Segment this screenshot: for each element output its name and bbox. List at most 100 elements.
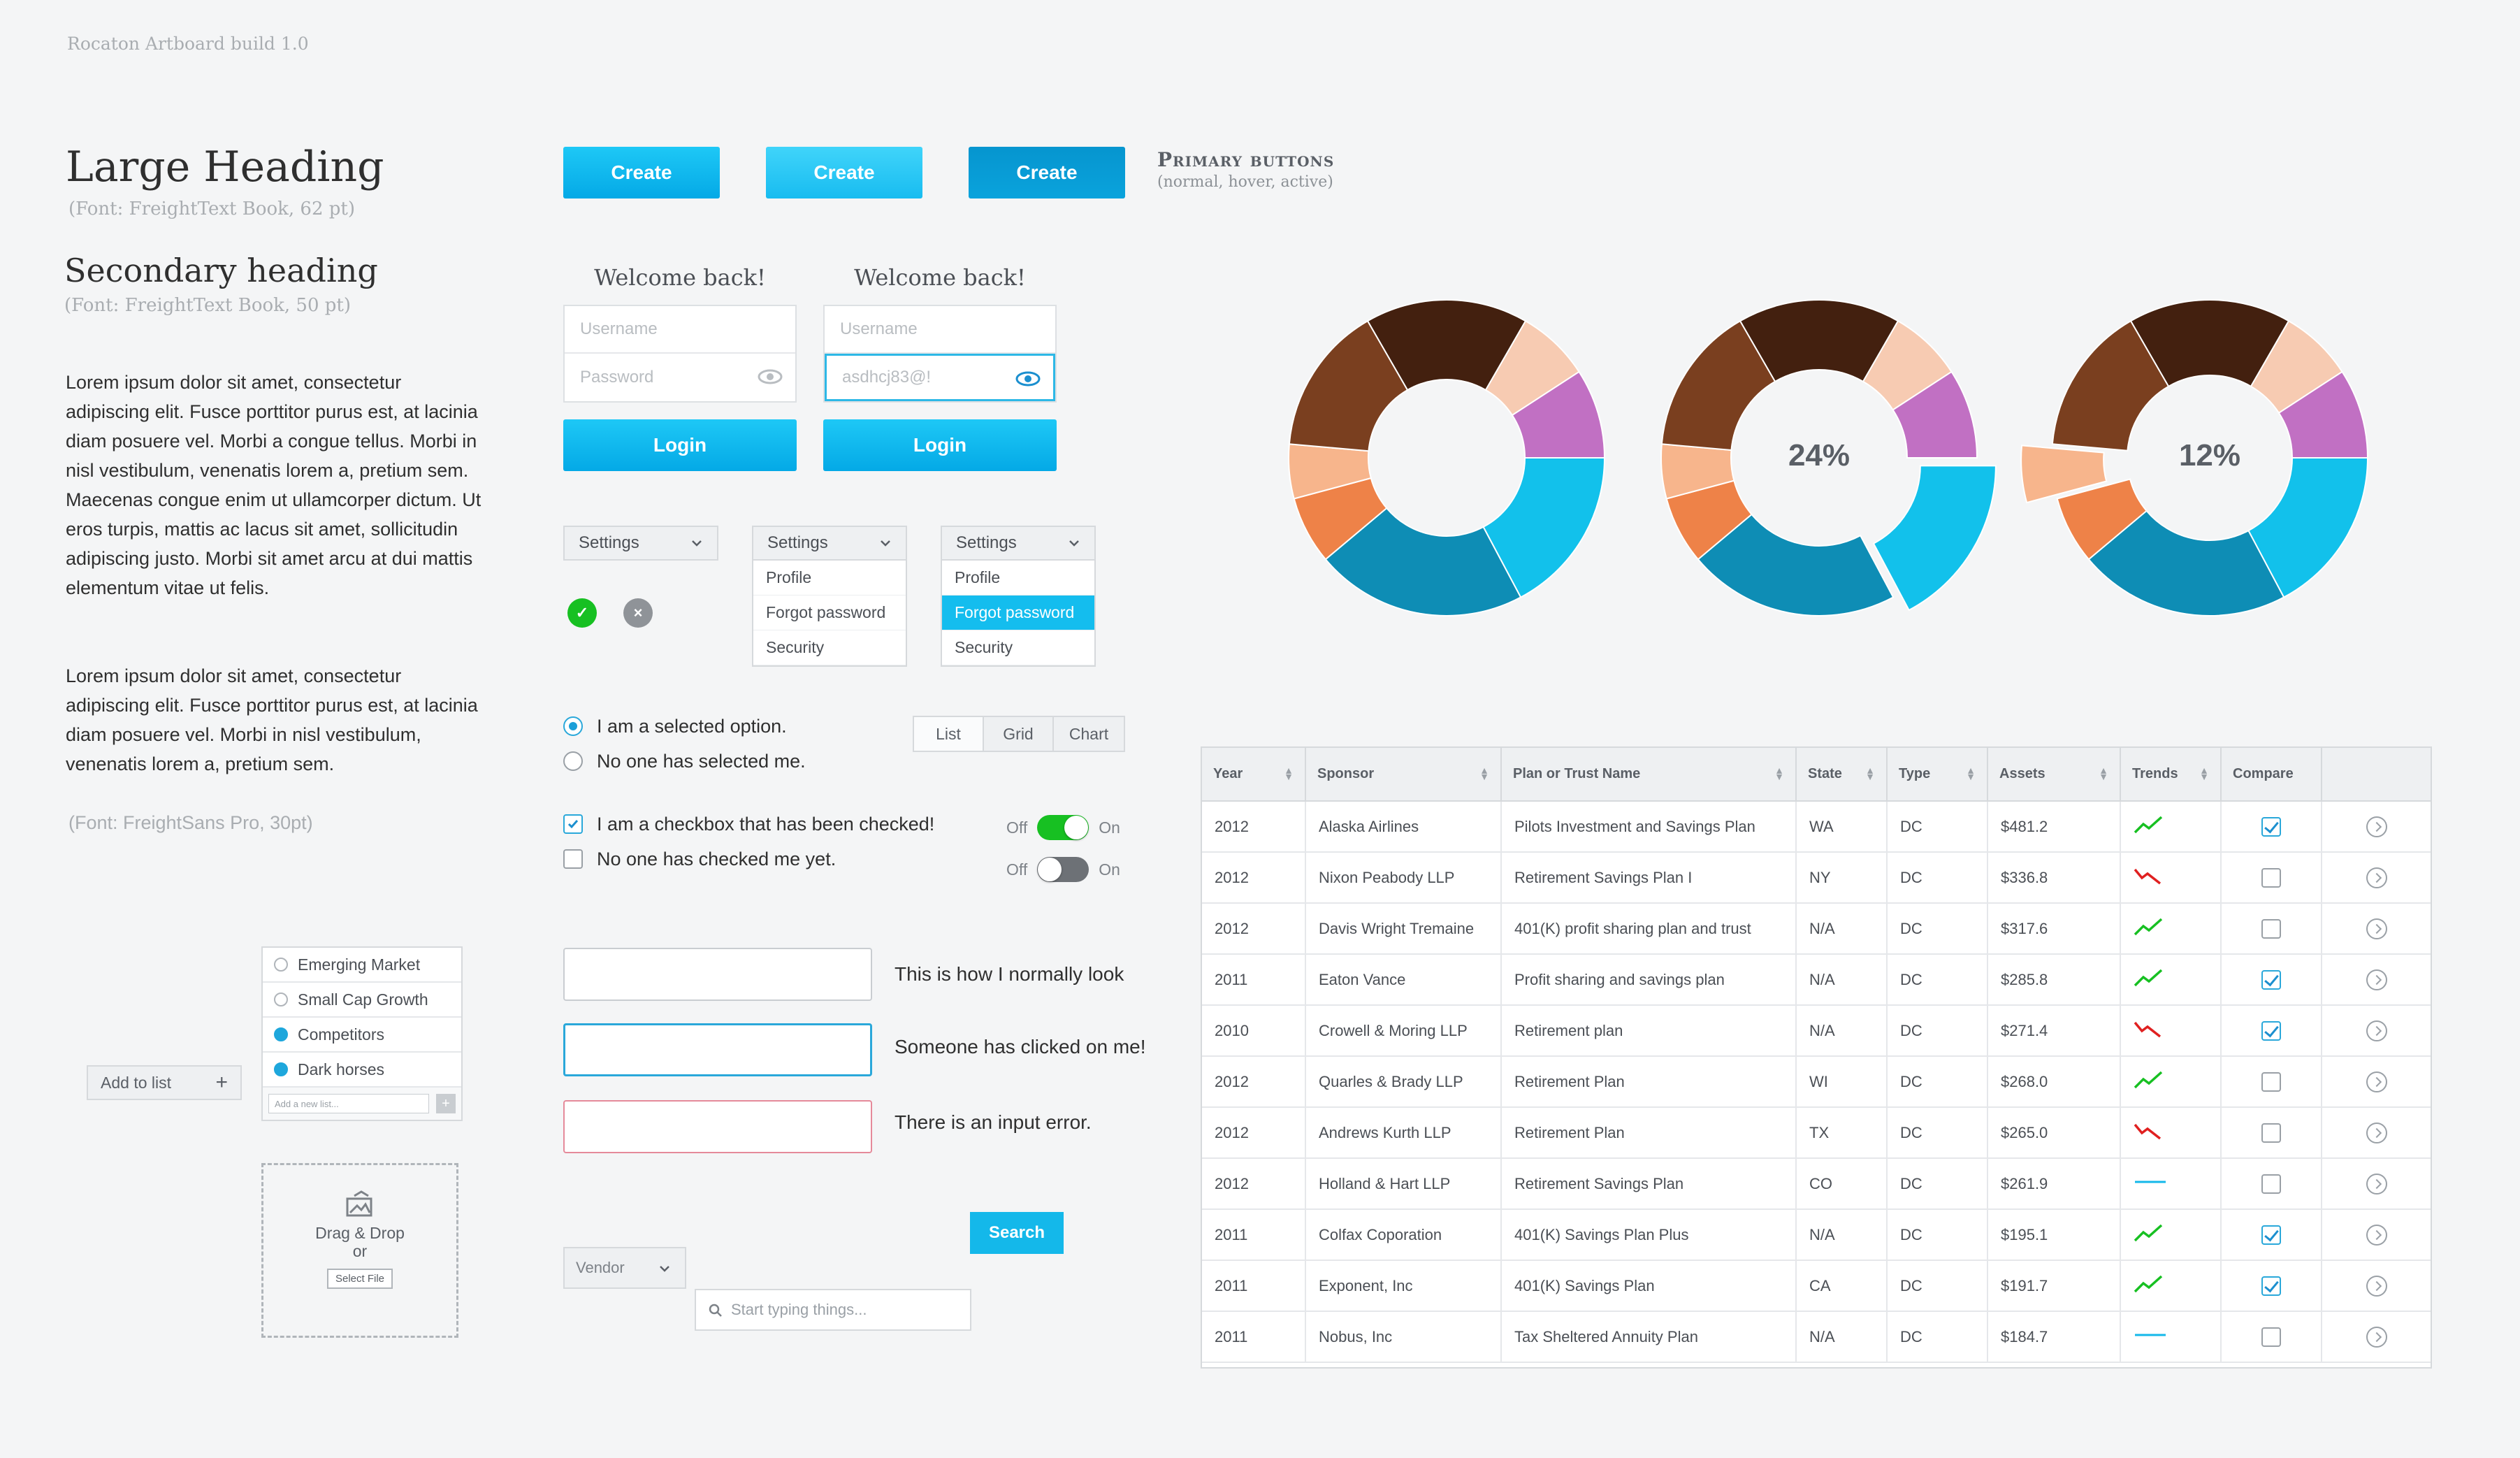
menu-item-profile[interactable]: Profile bbox=[753, 561, 906, 596]
chevron-right-circle-icon[interactable] bbox=[2366, 816, 2387, 837]
compare-checkbox[interactable] bbox=[2261, 867, 2281, 888]
list-toggle[interactable] bbox=[274, 958, 288, 972]
donut-slice-light-orange[interactable] bbox=[2020, 445, 2108, 504]
sort-icon[interactable]: ▲ ▼ bbox=[1966, 765, 1976, 782]
sort-icon[interactable]: ▲ ▼ bbox=[1284, 765, 1294, 782]
settings-dropdown[interactable]: Settings bbox=[752, 526, 907, 561]
menu-item-security[interactable]: Security bbox=[942, 630, 1094, 665]
chevron-right-circle-icon[interactable] bbox=[2366, 1224, 2387, 1246]
chevron-right-circle-icon[interactable] bbox=[2366, 1326, 2387, 1348]
donut-slice-teal[interactable] bbox=[1324, 507, 1522, 616]
table-row[interactable]: 2012 Davis Wright Tremaine 401(K) profit s… bbox=[1202, 903, 2431, 955]
select-file-button[interactable]: Select File bbox=[326, 1269, 393, 1289]
radio-selected[interactable] bbox=[563, 716, 583, 736]
file-dropzone[interactable]: Drag & Drop or Select File bbox=[261, 1163, 458, 1338]
checkbox-checked[interactable] bbox=[563, 814, 583, 834]
compare-checkbox[interactable] bbox=[2261, 1327, 2281, 1347]
search-input[interactable]: Start typing things... bbox=[695, 1289, 971, 1331]
sort-icon[interactable]: ▲ ▼ bbox=[1865, 765, 1875, 782]
compare-checkbox[interactable] bbox=[2261, 969, 2281, 990]
donut-slice-brown[interactable] bbox=[2051, 319, 2170, 452]
radio-option[interactable]: No one has selected me. bbox=[563, 744, 806, 779]
checkbox-option[interactable]: No one has checked me yet. bbox=[563, 842, 934, 876]
compare-checkbox[interactable] bbox=[2261, 1174, 2281, 1194]
tab-chart[interactable]: Chart bbox=[1069, 724, 1109, 743]
sort-icon[interactable]: ▲ ▼ bbox=[1774, 765, 1784, 782]
text-input-normal[interactable] bbox=[563, 948, 872, 1001]
compare-checkbox[interactable] bbox=[2261, 1225, 2281, 1245]
table-row[interactable]: 2012 Quarles & Brady LLP Retirement Plan WI… bbox=[1202, 1056, 2431, 1108]
donut-slice-purple[interactable] bbox=[1892, 370, 1978, 459]
list-toggle[interactable] bbox=[274, 1027, 288, 1041]
compare-checkbox[interactable] bbox=[2261, 1276, 2281, 1296]
menu-item-forgot-password[interactable]: Forgot password bbox=[942, 596, 1094, 630]
table-row[interactable]: 2012 Nixon Peabody LLP Retirement Savings … bbox=[1202, 852, 2431, 904]
donut-slice-teal[interactable] bbox=[1697, 513, 1895, 616]
sort-icon[interactable]: ▲ ▼ bbox=[2099, 765, 2108, 782]
tab-grid[interactable]: Grid bbox=[984, 717, 1054, 751]
create-button-active[interactable]: Create bbox=[969, 147, 1125, 199]
toggle-switch-on[interactable] bbox=[1037, 815, 1089, 840]
sort-icon[interactable]: ▲ ▼ bbox=[2199, 765, 2209, 782]
table-row[interactable]: 2012 Andrews Kurth LLP Retirement Plan TX DC… bbox=[1202, 1107, 2431, 1159]
list-toggle[interactable] bbox=[274, 1062, 288, 1076]
table-row[interactable]: 2011 Colfax Coporation 401(K) Savings Plan… bbox=[1202, 1209, 2431, 1261]
chevron-right-circle-icon[interactable] bbox=[2366, 1020, 2387, 1041]
username-field[interactable]: Username bbox=[825, 306, 1055, 354]
tab-list[interactable]: List bbox=[914, 717, 984, 751]
chevron-right-circle-icon[interactable] bbox=[2366, 969, 2387, 990]
menu-item-security[interactable]: Security bbox=[753, 630, 906, 665]
compare-checkbox[interactable] bbox=[2261, 918, 2281, 939]
list-toggle[interactable] bbox=[274, 993, 288, 1006]
chevron-right-circle-icon[interactable] bbox=[2366, 1071, 2387, 1092]
table-row[interactable]: 2010 Crowell & Moring LLP Retirement plan N… bbox=[1202, 1005, 2431, 1057]
column-header-trends[interactable]: Trends ▲ ▼ bbox=[2120, 748, 2222, 802]
settings-dropdown[interactable]: Settings bbox=[941, 526, 1096, 561]
toggle-switch-off[interactable] bbox=[1037, 857, 1089, 882]
chevron-right-circle-icon[interactable] bbox=[2366, 867, 2387, 888]
login-button[interactable]: Login bbox=[563, 419, 797, 471]
donut-slice-dark-brown[interactable] bbox=[1366, 299, 1527, 391]
menu-item-profile[interactable]: Profile bbox=[942, 561, 1094, 596]
table-row[interactable]: 2011 Eaton Vance Profit sharing and saving… bbox=[1202, 954, 2431, 1006]
login-button[interactable]: Login bbox=[823, 419, 1057, 471]
password-field[interactable]: Password bbox=[565, 354, 795, 401]
password-field[interactable]: asdhcj83@! bbox=[825, 354, 1055, 401]
sort-icon[interactable]: ▲ ▼ bbox=[1479, 765, 1489, 782]
radio-option[interactable]: I am a selected option. bbox=[563, 709, 806, 744]
chevron-right-circle-icon[interactable] bbox=[2366, 1173, 2387, 1194]
radio-unselected[interactable] bbox=[563, 751, 583, 771]
create-button-normal[interactable]: Create bbox=[563, 147, 720, 199]
checkbox-option[interactable]: I am a checkbox that has been checked! bbox=[563, 807, 934, 842]
table-row[interactable]: 2012 Alaska Airlines Pilots Investment and… bbox=[1202, 801, 2431, 853]
list-item[interactable]: Dark horses bbox=[263, 1053, 461, 1088]
chevron-right-circle-icon[interactable] bbox=[2366, 1275, 2387, 1297]
search-button[interactable]: Search bbox=[970, 1212, 1064, 1254]
chevron-right-circle-icon[interactable] bbox=[2366, 918, 2387, 939]
compare-checkbox[interactable] bbox=[2261, 1071, 2281, 1092]
eye-icon[interactable] bbox=[758, 369, 783, 384]
add-list-button[interactable]: + bbox=[436, 1094, 456, 1113]
donut-slice-cyan[interactable] bbox=[1482, 457, 1606, 598]
donut-slice-brown[interactable] bbox=[1288, 319, 1409, 452]
settings-dropdown[interactable]: Settings bbox=[563, 526, 718, 561]
compare-checkbox[interactable] bbox=[2261, 1020, 2281, 1041]
donut-slice-brown[interactable] bbox=[1660, 319, 1776, 452]
column-header-sponsor[interactable]: Sponsor ▲ ▼ bbox=[1305, 748, 1502, 802]
donut-slice-dark-brown[interactable] bbox=[2129, 299, 2290, 388]
menu-item-forgot-password[interactable]: Forgot password bbox=[753, 596, 906, 630]
donut-slice-cyan[interactable] bbox=[1872, 465, 1997, 612]
compare-checkbox[interactable] bbox=[2261, 1123, 2281, 1143]
table-row[interactable]: 2011 Exponent, Inc 401(K) Savings Plan CA DC… bbox=[1202, 1260, 2431, 1312]
column-header-assets[interactable]: Assets ▲ ▼ bbox=[1987, 748, 2121, 802]
text-input-focused[interactable] bbox=[563, 1023, 872, 1076]
column-header-plan[interactable]: Plan or Trust Name ▲ ▼ bbox=[1501, 748, 1797, 802]
table-row[interactable]: 2012 Holland & Hart LLP Retirement Savings… bbox=[1202, 1158, 2431, 1210]
donut-slice-orange[interactable] bbox=[2056, 478, 2148, 561]
column-header-state[interactable]: State ▲ ▼ bbox=[1796, 748, 1888, 802]
donut-slice-teal[interactable] bbox=[2087, 510, 2285, 617]
list-item[interactable]: Competitors bbox=[263, 1018, 461, 1053]
add-to-list-button[interactable]: Add to list + bbox=[87, 1065, 242, 1100]
chevron-right-circle-icon[interactable] bbox=[2366, 1122, 2387, 1143]
vendor-select[interactable]: Vendor bbox=[563, 1247, 686, 1289]
